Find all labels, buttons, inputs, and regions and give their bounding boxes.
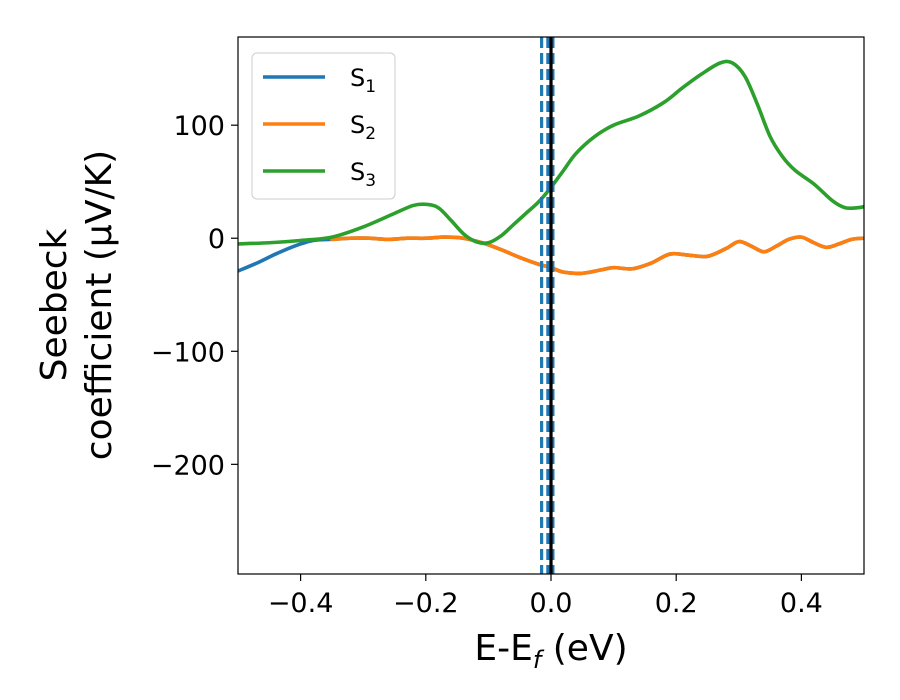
legend-label-S3: S3	[350, 158, 376, 191]
ticks-layer: −0.4 −0.2 0.0 0.2 0.4 100 0 −100 −200	[151, 111, 823, 619]
x-tick-label: −0.2	[393, 588, 459, 619]
y-axis-label: Seebeck coefficient (μV/K)	[34, 150, 120, 460]
y-tick-label: 0	[208, 224, 225, 255]
x-tick-label: 0.4	[780, 588, 823, 619]
x-axis-label: E-Ef (eV)	[474, 628, 627, 674]
vline-layer	[540, 37, 555, 574]
y-tick-label: −100	[151, 337, 225, 368]
y-axis-label-line1: Seebeck	[34, 228, 75, 381]
legend-box	[251, 52, 396, 200]
legend: S1 S2 S3	[251, 52, 396, 200]
y-tick-label: 100	[173, 111, 225, 142]
y-axis-label-line2: coefficient (μV/K)	[79, 150, 120, 460]
legend-label-S2: S2	[350, 111, 376, 144]
series-line-S2	[330, 235, 864, 276]
legend-label-S1: S1	[350, 64, 376, 97]
x-tick-label: 0.0	[530, 588, 573, 619]
series-layer	[238, 59, 864, 276]
series-line-S3	[238, 59, 864, 246]
x-tick-label: 0.2	[655, 588, 698, 619]
x-tick-label: −0.4	[268, 588, 334, 619]
y-tick-label: −200	[151, 450, 225, 481]
